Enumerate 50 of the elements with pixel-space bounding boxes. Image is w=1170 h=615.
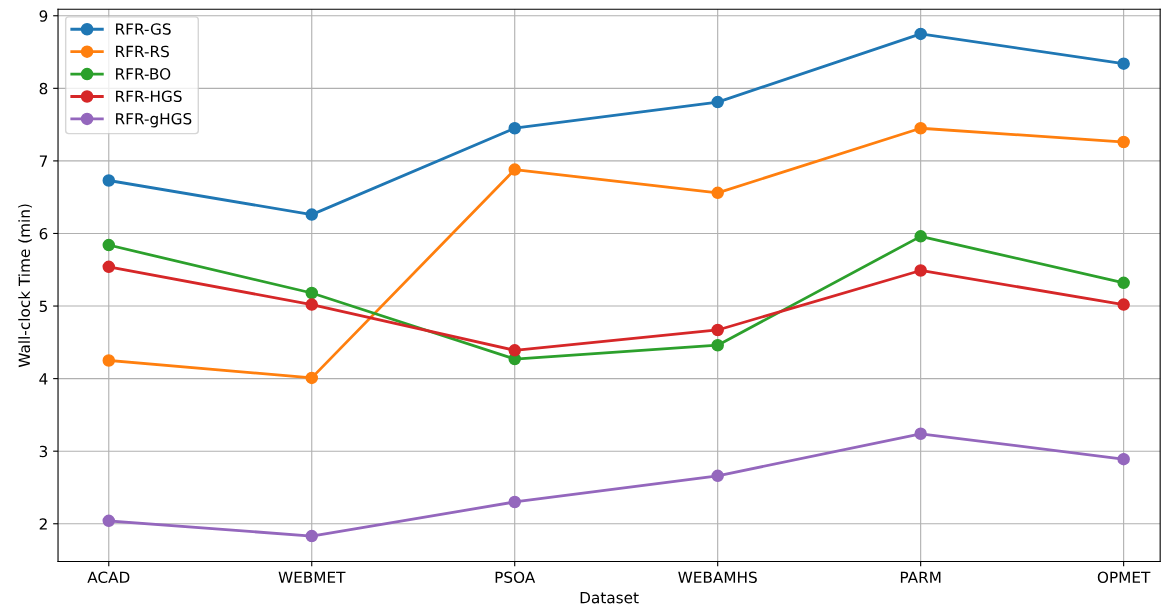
x-tick-label: OPMET <box>1097 571 1151 584</box>
point <box>305 286 318 300</box>
point <box>102 238 116 252</box>
y-tick-label: 3 <box>39 445 48 458</box>
point <box>914 264 927 277</box>
point <box>914 230 927 243</box>
legend-label: RFR-BO <box>116 68 171 80</box>
point <box>508 163 521 176</box>
point <box>102 514 116 528</box>
y-tick-label: 8 <box>39 82 48 95</box>
point <box>711 338 724 352</box>
point <box>305 529 318 543</box>
y-tick-label: 2 <box>39 518 47 530</box>
y-tick-label: 5 <box>39 300 47 313</box>
point <box>1117 57 1130 70</box>
y-tick-label: 6 <box>39 227 48 240</box>
point <box>1117 135 1130 149</box>
point <box>508 121 521 135</box>
point <box>305 371 318 385</box>
x-tick-label: PARM <box>900 571 941 583</box>
x-axis-title: Dataset <box>580 592 639 604</box>
x-tick-label: WEBMET <box>278 571 346 583</box>
legend-label: RFR-gHGS <box>116 112 192 128</box>
point <box>711 186 724 200</box>
y-tick-label: 7 <box>39 155 47 167</box>
y-tick-label: 9 <box>39 10 48 22</box>
point <box>914 27 927 41</box>
point <box>711 323 724 337</box>
x-tick-label: PSOA <box>495 571 536 584</box>
point <box>914 427 927 441</box>
point <box>102 174 116 187</box>
point <box>1117 452 1130 466</box>
y-tick-label: 4 <box>39 373 48 385</box>
point <box>914 121 927 135</box>
point <box>102 260 116 274</box>
point <box>305 298 318 311</box>
point <box>508 344 521 357</box>
point <box>508 495 521 509</box>
point <box>711 95 724 109</box>
x-tick-label: ACAD <box>87 571 130 584</box>
legend-label: RFR-RS <box>116 45 169 58</box>
point <box>305 208 318 221</box>
x-tick-label: WEBAMHS <box>678 571 757 584</box>
legend-label: RFR-GS <box>116 23 171 35</box>
y-axis-title: Wall-clock Time (min) <box>18 204 32 368</box>
point <box>102 354 116 367</box>
point <box>1117 298 1130 311</box>
legend-label: RFR-HGS <box>116 90 182 103</box>
point <box>1117 276 1130 290</box>
point <box>711 469 724 483</box>
